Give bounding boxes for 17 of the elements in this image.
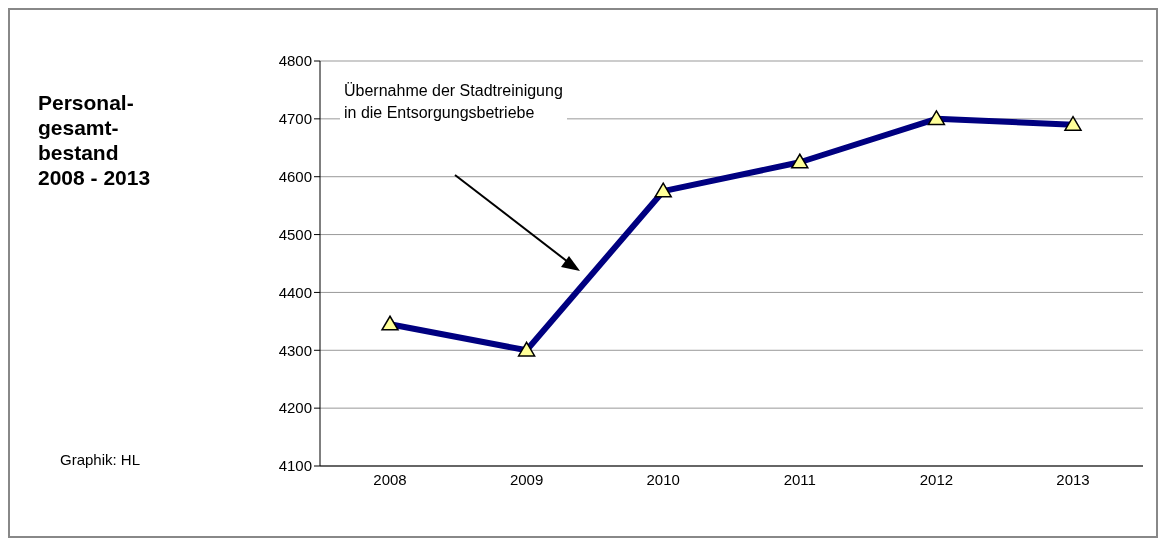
x-tick-label: 2011 bbox=[783, 470, 816, 488]
x-tick-label: 2013 bbox=[1056, 470, 1090, 488]
annotation: Übernahme der Stadtreinigung in die Entsorgungsbetriebe bbox=[344, 81, 563, 123]
x-tick-label: 2008 bbox=[373, 470, 407, 488]
y-tick-label: 4400 bbox=[278, 283, 312, 301]
y-tick-label: 4700 bbox=[278, 110, 312, 128]
x-tick-label: 2009 bbox=[509, 470, 544, 488]
y-tick-label: 4600 bbox=[278, 168, 312, 186]
text: Graphik: HL bbox=[60, 451, 141, 468]
y-tick-label: 4500 bbox=[278, 225, 312, 243]
y-tick-label: 4800 bbox=[278, 52, 312, 70]
y-tick-label: 4100 bbox=[278, 457, 312, 475]
x-tick-label: 2010 bbox=[646, 470, 680, 488]
text: Personal- gesamt- bestand 2008 - 2013 bbox=[38, 90, 151, 190]
y-tick-label: 4300 bbox=[278, 341, 312, 359]
x-tick-label: 2012 bbox=[919, 470, 954, 488]
y-tick-label: 4200 bbox=[278, 399, 312, 417]
